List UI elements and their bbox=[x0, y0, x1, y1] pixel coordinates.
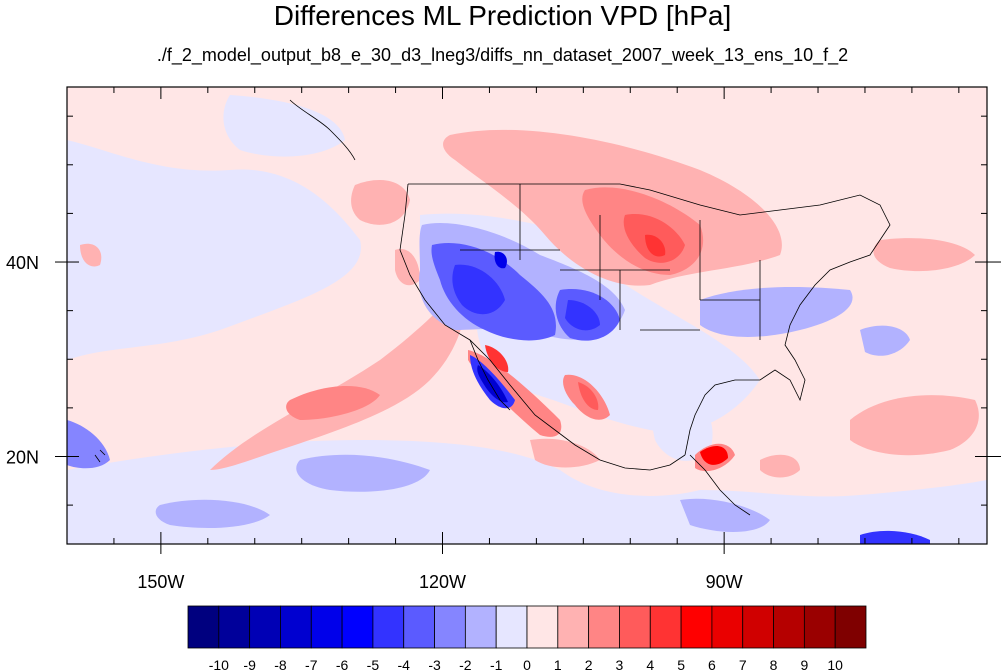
colorbar-level-label: -4 bbox=[398, 657, 411, 672]
colorbar-level-label: 6 bbox=[708, 657, 716, 672]
x-tick-label: 120W bbox=[419, 572, 466, 592]
colorbar-swatch bbox=[341, 605, 374, 649]
colorbar-swatch bbox=[526, 605, 559, 649]
x-tick-label: 150W bbox=[137, 572, 184, 592]
colorbar-level-label: -10 bbox=[209, 657, 229, 672]
plot-frame bbox=[66, 86, 988, 545]
y-tick-label: 40N bbox=[6, 253, 39, 273]
colorbar-level-label: 4 bbox=[646, 657, 654, 672]
colorbar-level-label: 3 bbox=[616, 657, 624, 672]
colorbar-swatch bbox=[403, 605, 435, 649]
colorbar-level-label: 9 bbox=[800, 657, 808, 672]
positive-strong-areas bbox=[485, 214, 728, 465]
colorbar-level-label: 8 bbox=[770, 657, 778, 672]
colorbar-level-label: -9 bbox=[243, 657, 256, 672]
colorbar-level-label: -3 bbox=[428, 657, 441, 672]
colorbar-level-label: -2 bbox=[459, 657, 472, 672]
colorbar-swatch bbox=[249, 605, 281, 649]
colorbar-level-label: -1 bbox=[490, 657, 503, 672]
chart-subtitle: ./f_2_model_output_b8_e_30_d3_lneg3/diff… bbox=[156, 45, 849, 65]
colorbar-swatch bbox=[557, 605, 590, 649]
map-plot-area bbox=[67, 87, 987, 544]
colorbar-level-label: -8 bbox=[274, 657, 287, 672]
colorbar-swatch bbox=[280, 605, 312, 649]
colorbar-swatch bbox=[742, 605, 774, 649]
colorbar-swatch bbox=[187, 605, 220, 649]
colorbar-swatch bbox=[649, 605, 682, 649]
negative-strong-areas bbox=[431, 243, 620, 409]
y-tick-labels: 40N 20N bbox=[6, 253, 39, 467]
colorbar-level-label: -7 bbox=[305, 657, 318, 672]
colorbar-level-label: 5 bbox=[677, 657, 685, 672]
y-tick-label: 20N bbox=[6, 447, 39, 467]
axis-ticks bbox=[55, 87, 1001, 554]
colorbar-swatch bbox=[434, 605, 466, 649]
colorbar-level-label: -6 bbox=[336, 657, 349, 672]
colorbar-swatch bbox=[834, 605, 867, 649]
colorbar-level-label: 10 bbox=[827, 657, 843, 672]
x-tick-label: 90W bbox=[706, 572, 743, 592]
colorbar-level-label: 2 bbox=[585, 657, 593, 672]
colorbar-swatch bbox=[310, 605, 343, 649]
colorbar-swatch bbox=[588, 605, 620, 649]
colorbar-swatch bbox=[773, 605, 805, 649]
colorbar-level-label: 0 bbox=[523, 657, 531, 672]
colorbar bbox=[187, 605, 867, 649]
colorbar-level-label: -5 bbox=[367, 657, 380, 672]
colorbar-swatch bbox=[464, 605, 497, 649]
colorbar-level-label: 7 bbox=[739, 657, 747, 672]
colorbar-swatch bbox=[218, 605, 251, 649]
colorbar-swatch bbox=[711, 605, 744, 649]
colorbar-swatch bbox=[803, 605, 836, 649]
colorbar-swatch bbox=[619, 605, 651, 649]
chart-title: Differences ML Prediction VPD [hPa] bbox=[273, 0, 732, 31]
colorbar-swatch bbox=[372, 605, 405, 649]
colorbar-swatch bbox=[495, 605, 528, 649]
colorbar-swatch bbox=[680, 605, 713, 649]
x-tick-labels: 150W 120W 90W bbox=[137, 572, 742, 592]
colorbar-labels: -10 -9 -8 -7 -6 -5 -4 -3 -2 -1 0 1 2 3 4 5 6 7 8 9 10 bbox=[209, 657, 843, 672]
coastlines bbox=[94, 99, 891, 516]
colorbar-level-label: 1 bbox=[554, 657, 562, 672]
